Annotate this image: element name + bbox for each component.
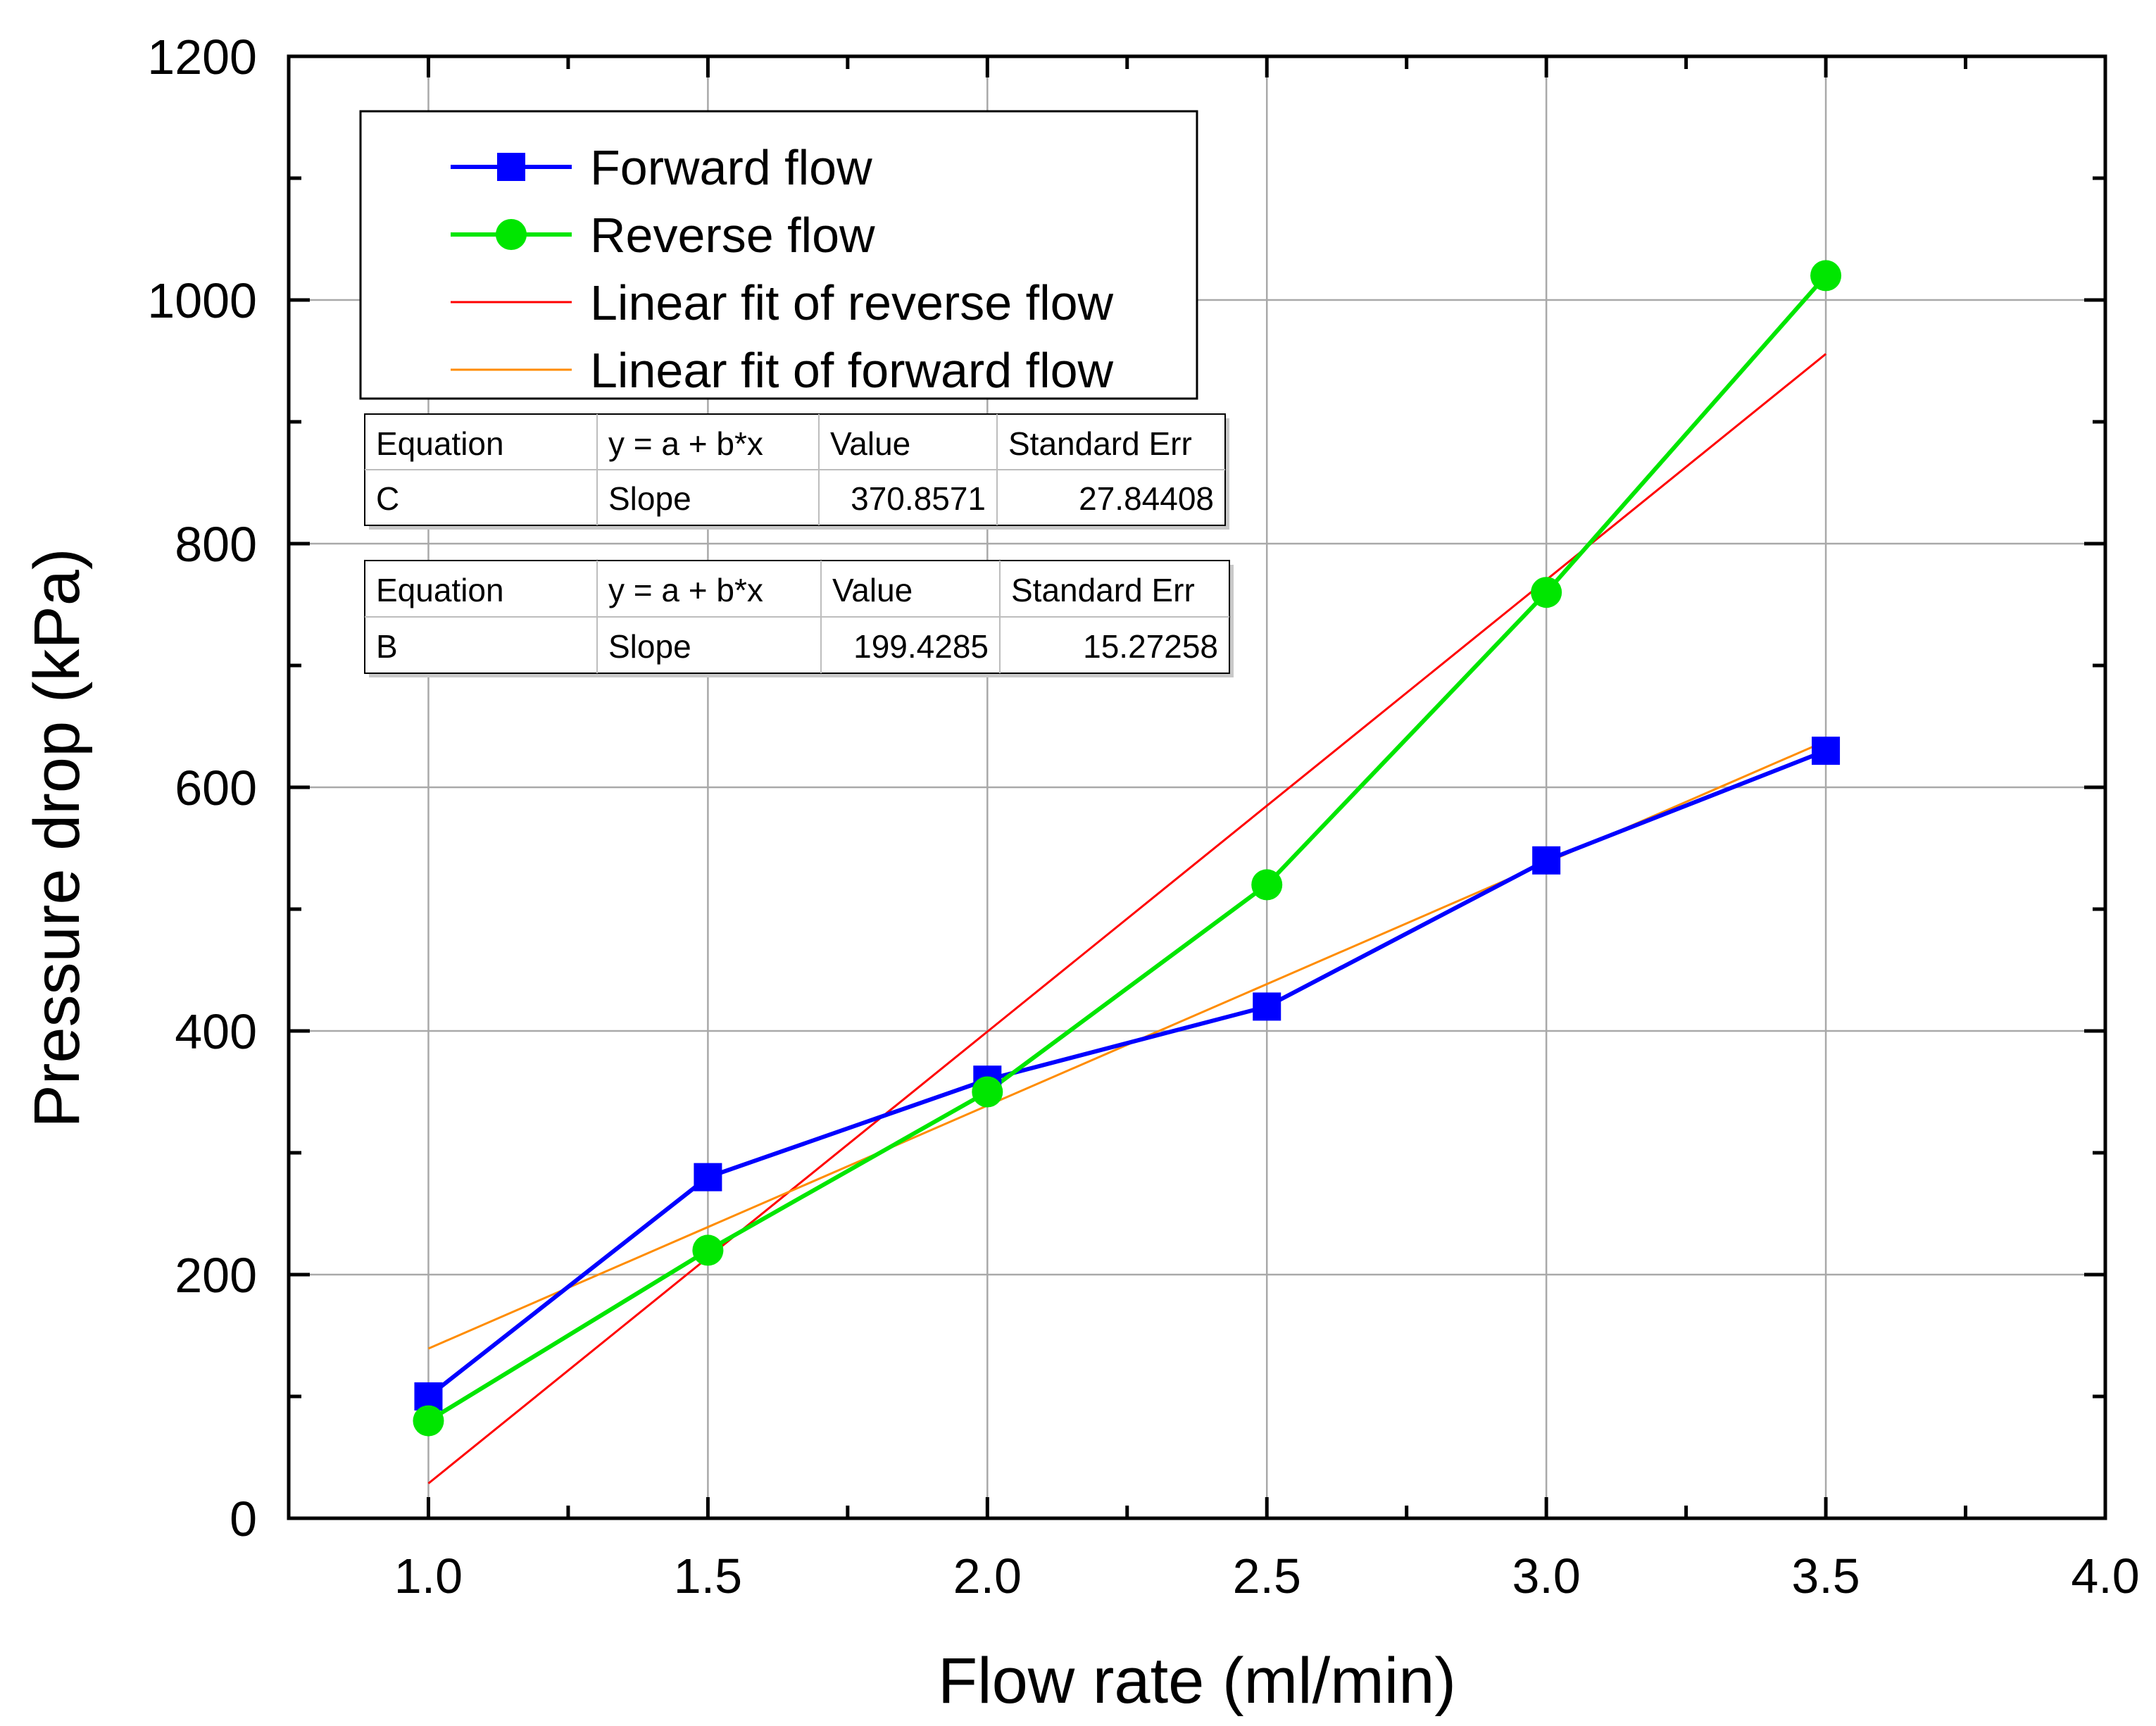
legend-label: Linear fit of reverse flow: [590, 275, 1114, 330]
fit-tables: Equation y = a + b*x Value Standard Err C Slo…: [364, 413, 1234, 677]
x-axis-label: Flow rate (ml/min): [938, 1645, 1456, 1717]
table-value-cell: 370.8571: [851, 480, 986, 517]
forward-flow-point: [1532, 846, 1561, 875]
y-tick-label: 200: [175, 1248, 257, 1303]
legend-marker-circle: [496, 219, 527, 250]
forward-flow-point: [694, 1163, 722, 1192]
table-header-cell: y = a + b*x: [608, 572, 763, 608]
y-axis-label: Pressure drop (kPa): [21, 548, 93, 1127]
y-tick-label: 1000: [147, 273, 257, 328]
table-header-cell: y = a + b*x: [608, 425, 763, 462]
table-header-cell: Value: [830, 425, 910, 462]
table-value-cell: Slope: [608, 480, 691, 517]
legend-label: Reverse flow: [590, 208, 875, 263]
table-header-cell: Standard Err: [1011, 572, 1195, 608]
y-tick-label: 1200: [147, 30, 257, 85]
table-header-cell: Standard Err: [1008, 425, 1192, 462]
legend-label: Forward flow: [590, 140, 872, 195]
table-value-cell: 27.84408: [1079, 480, 1214, 517]
table-value-cell: Slope: [608, 628, 691, 665]
table-value-cell: 15.27258: [1083, 628, 1218, 665]
legend: Forward flow Reverse flow Linear fit of re…: [359, 110, 1198, 400]
x-tick-label: 1.5: [674, 1549, 742, 1603]
reverse-flow-point: [692, 1234, 724, 1266]
x-tick-label: 1.0: [394, 1549, 463, 1603]
x-tick-label: 2.0: [953, 1549, 1022, 1603]
y-tick-label: 800: [175, 517, 257, 572]
x-tick-label: 2.5: [1233, 1549, 1301, 1603]
y-tick-label: 0: [230, 1492, 257, 1546]
reverse-flow-point: [972, 1076, 1003, 1108]
series-line-0: [427, 749, 1827, 1399]
forward-flow-point: [1253, 992, 1281, 1021]
table-header-cell: Equation: [376, 425, 504, 462]
y-tick-label: 600: [175, 761, 257, 815]
legend-label: Linear fit of forward flow: [590, 343, 1114, 398]
table-header-cell: Equation: [376, 572, 504, 608]
fit-table-1: Equation y = a + b*x Value Standard Err B Slo…: [364, 560, 1234, 677]
forward-flow-point: [1812, 737, 1841, 765]
reverse-flow-point: [1531, 577, 1562, 608]
table-value-cell: 199.4285: [853, 628, 989, 665]
reverse-flow-point: [1810, 260, 1842, 292]
y-tick-label: 400: [175, 1004, 257, 1059]
reverse-flow-point: [413, 1405, 444, 1437]
x-tick-label: 4.0: [2071, 1549, 2139, 1603]
x-tick-label: 3.0: [1512, 1549, 1580, 1603]
table-value-cell: C: [376, 480, 399, 517]
axis-ticks: 1.0 1.5 2.0 2.5 3.0 3.5 4.0 0 200 400 600 800 1000 12…: [147, 30, 2139, 1603]
fit-table-0: Equation y = a + b*x Value Standard Err C Slo…: [364, 413, 1229, 530]
table-value-cell: B: [376, 628, 398, 665]
x-tick-label: 3.5: [1791, 1549, 1860, 1603]
data-series: [413, 260, 1842, 1437]
reverse-flow-point: [1251, 869, 1283, 901]
legend-marker-square: [497, 153, 525, 181]
series-line-1: [427, 274, 1828, 1423]
table-header-cell: Value: [832, 572, 913, 608]
